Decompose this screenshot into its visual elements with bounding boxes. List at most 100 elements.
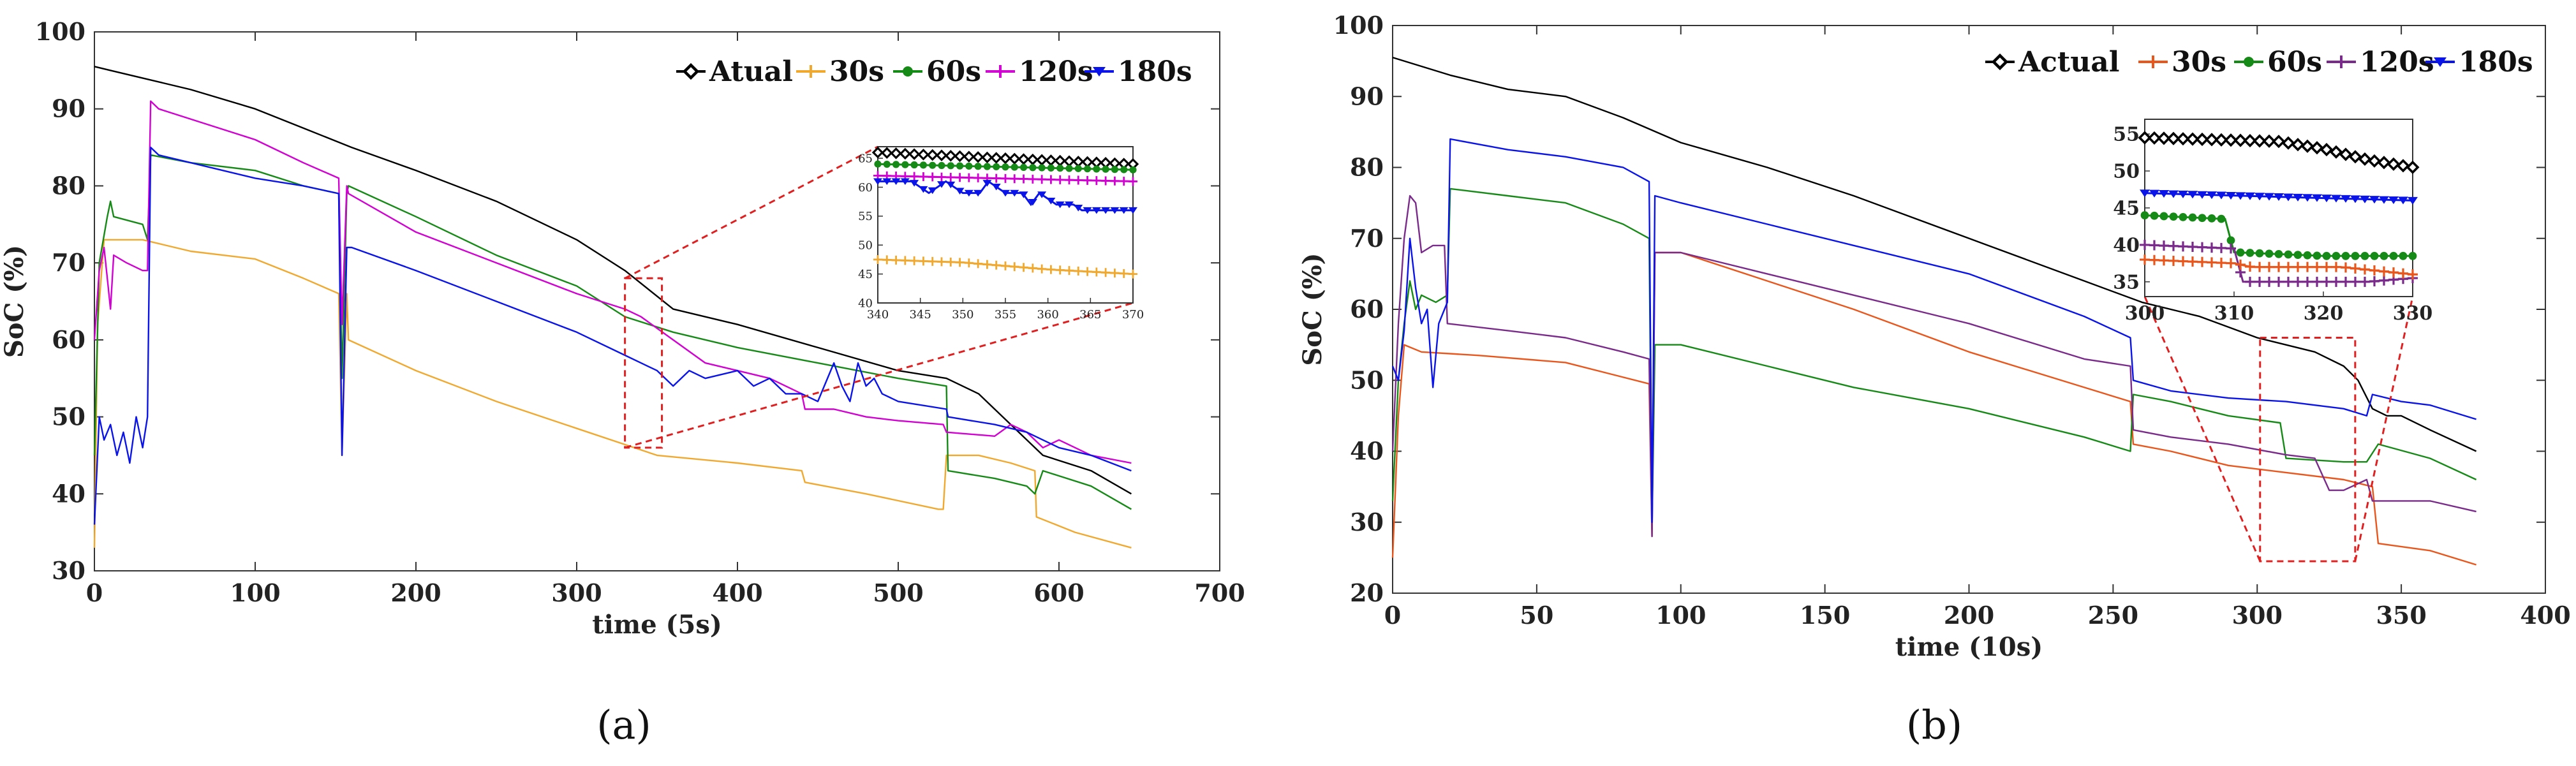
y-tick-label: 40 — [52, 479, 85, 508]
inset-marker-60s — [2332, 251, 2341, 260]
inset-marker-30s — [2254, 261, 2265, 272]
legend-marker-120s — [2335, 55, 2348, 68]
inset-marker-30s — [1083, 267, 1092, 276]
inset-marker-30s — [2140, 254, 2150, 265]
zoom-region-box — [624, 277, 663, 449]
inset-marker-60s — [1002, 163, 1009, 171]
inset-marker-30s — [2360, 264, 2370, 275]
inset-marker-120s — [955, 173, 965, 182]
inset-marker-60s — [1102, 165, 1109, 173]
legend-label-30s: 30s — [829, 55, 884, 88]
inset-marker-60s — [947, 162, 954, 170]
inset-marker-120s — [919, 172, 928, 181]
inset-marker-30s — [1110, 269, 1120, 278]
inset-marker-120s — [2331, 276, 2341, 287]
inset-marker-30s — [1092, 267, 1101, 277]
inset-marker-180s — [2398, 196, 2408, 205]
inset-marker-30s — [2207, 257, 2217, 268]
y-tick-label: 50 — [52, 402, 85, 431]
inset-marker-30s — [2216, 258, 2226, 269]
inset-marker-60s — [919, 161, 928, 169]
y-tick-label: 90 — [52, 94, 85, 123]
inset-marker-30s — [1046, 265, 1056, 274]
zoom-connector — [2143, 296, 2261, 562]
inset-marker-30s — [891, 255, 901, 265]
legend-marker-Actual — [1991, 53, 2009, 71]
inset-marker-180s — [2187, 191, 2198, 199]
inset-marker-180s — [1119, 207, 1129, 214]
inset-marker-180s — [2197, 191, 2207, 199]
inset-marker-180s — [2168, 190, 2179, 198]
legend-label-30s: 30s — [2172, 46, 2226, 78]
inset-marker-120s — [1065, 175, 1074, 185]
inset-marker-120s — [1046, 175, 1056, 184]
inset-marker-120s — [2350, 276, 2360, 287]
inset-marker-60s — [2140, 211, 2149, 219]
inset-marker-60s — [1029, 164, 1037, 172]
inset-marker-180s — [2235, 192, 2246, 200]
inset-y-tick-label: 40 — [2113, 234, 2140, 256]
inset-marker-60s — [1019, 163, 1028, 172]
inset-marker-180s — [1110, 207, 1120, 214]
inset-marker-60s — [2265, 249, 2274, 258]
inset-marker-60s — [1074, 165, 1082, 172]
inset-marker-120s — [2207, 242, 2217, 253]
inset-marker-180s — [928, 187, 937, 195]
inset-marker-60s — [2303, 251, 2312, 260]
legend-marker-120s — [994, 65, 1007, 78]
legend-label-60s: 60s — [2267, 46, 2322, 78]
inset-marker-Actual — [2320, 143, 2334, 157]
legend-label-120s: 120s — [2360, 46, 2434, 78]
inset-marker-180s — [2379, 196, 2389, 204]
x-tick-label: 100 — [230, 578, 280, 607]
inset-marker-60s — [2293, 251, 2302, 260]
legend-label-Atual: Atual — [709, 55, 793, 88]
inset-marker-120s — [1119, 177, 1129, 186]
inset-marker-120s — [2168, 240, 2179, 251]
inset-marker-30s — [2226, 258, 2236, 269]
y-tick-label: 80 — [1350, 153, 1384, 182]
y-tick-label: 70 — [1350, 224, 1384, 253]
inset-marker-120s — [1001, 173, 1010, 183]
inset-x-tick-label: 310 — [2214, 302, 2254, 325]
inset-marker-180s — [973, 189, 983, 197]
inset-marker-120s — [937, 172, 946, 182]
inset-marker-180s — [2178, 190, 2188, 198]
inset-marker-180s — [1101, 207, 1111, 214]
inset-y-tick-label: 55 — [858, 210, 873, 223]
series-line-30s — [1391, 251, 2476, 566]
inset-marker-30s — [2283, 261, 2293, 272]
series-line-180s — [93, 146, 1132, 525]
y-tick-label: 20 — [1350, 578, 1384, 607]
inset-marker-60s — [883, 160, 891, 168]
inset-marker-60s — [2226, 236, 2235, 245]
inset-marker-120s — [1055, 175, 1065, 184]
x-tick-label: 300 — [2232, 601, 2283, 630]
chart-panel-a: 0 100 200 300 400 500 600 700 30 40 50 60 70 80 90 100 t… — [0, 17, 1245, 748]
inset-marker-30s — [1101, 268, 1111, 277]
series-line-30s — [93, 239, 1132, 549]
x-axis-label: time (10s) — [1895, 632, 2043, 662]
inset-marker-30s — [2398, 268, 2408, 279]
inset-marker-60s — [2198, 214, 2207, 223]
inset-marker-180s — [955, 188, 965, 195]
inset-marker-60s — [2169, 212, 2178, 221]
inset-marker-30s — [2341, 262, 2351, 273]
inset-marker-180s — [2159, 190, 2169, 198]
inset-marker-60s — [2380, 251, 2388, 260]
inset-marker-180s — [1046, 198, 1056, 205]
inset-marker-30s — [2168, 255, 2179, 266]
inset-marker-120s — [2321, 276, 2332, 287]
inset-marker-Actual — [2348, 150, 2362, 164]
inset-marker-60s — [2360, 251, 2369, 260]
inset-marker-60s — [2370, 251, 2379, 260]
inset-marker-30s — [973, 259, 983, 269]
inset-marker-120s — [1129, 177, 1137, 186]
inset-marker-180s — [937, 181, 946, 188]
legend-marker-60s — [2244, 57, 2254, 67]
inset-y-tick-label: 50 — [2113, 161, 2140, 183]
x-tick-label: 100 — [1655, 601, 1706, 630]
inset-marker-120s — [1028, 174, 1037, 184]
inset-marker-180s — [1083, 207, 1092, 214]
inset-marker-30s — [2274, 261, 2284, 272]
